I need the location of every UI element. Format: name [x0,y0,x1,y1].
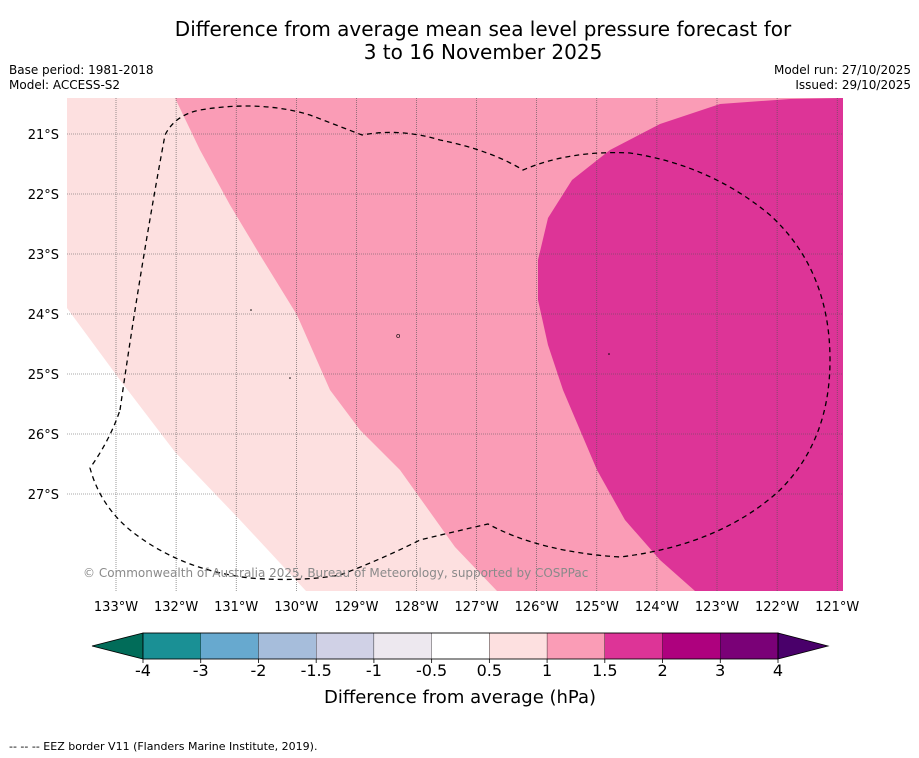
lon-label: 131°W [214,600,258,615]
base-period: Base period: 1981-2018 [9,63,154,77]
meta-left: Base period: 1981-2018 Model: ACCESS-S2 [9,63,154,93]
colorbar-tick-label: 1.5 [592,661,617,680]
meta-right: Model run: 27/10/2025 Issued: 29/10/2025 [774,63,911,93]
lat-label: 24°S [28,308,59,323]
colorbar-tick-label: 0.5 [477,661,502,680]
title-line-1: Difference from average mean sea level p… [174,17,792,41]
eez-border-line [89,105,831,581]
colorbar-segment [720,632,779,660]
issued-date: Issued: 29/10/2025 [795,78,911,92]
lon-label: 123°W [695,600,739,615]
lat-label: 26°S [28,428,59,443]
colorbar-segment [200,632,259,660]
lon-label: 125°W [575,600,619,615]
zone-neutral [67,308,306,591]
colorbar-segment [258,632,317,660]
island-dot-2 [289,377,291,379]
colorbar-tick-label: 4 [773,661,783,680]
lat-label: 21°S [28,128,59,143]
colorbar-tick-label: 1 [542,661,552,680]
colorbar-segment [489,632,548,660]
lat-label: 25°S [28,368,59,383]
lat-label: 27°S [28,488,59,503]
island-marker: o [396,332,400,340]
lon-label: 122°W [755,600,799,615]
lon-label: 130°W [274,600,318,615]
lon-label: 127°W [455,600,499,615]
colorbar-tick-label: 3 [715,661,725,680]
colorbar-tick-label: -4 [135,661,151,680]
title-line-2: 3 to 16 November 2025 [363,40,603,64]
model-run: Model run: 27/10/2025 [773,63,911,77]
island-dot-1 [250,309,252,311]
copyright-notice: © Commonwealth of Australia 2025, Bureau… [83,566,588,580]
colorbar-high-extend [777,632,830,660]
colorbar-title: Difference from average (hPa) [324,687,596,708]
map-area: o [67,98,843,591]
lon-label: 129°W [334,600,378,615]
colorbar-segment [546,632,605,660]
colorbar-segment [604,632,663,660]
latitude-labels: 21°S 22°S 23°S 24°S 25°S 26°S 27°S [28,128,59,503]
zone-1.5-to-2 [538,98,843,591]
colorbar-tick-label: -0.5 [416,661,447,680]
lon-label: 128°W [394,600,438,615]
lat-label: 22°S [28,188,59,203]
gridlines [67,98,843,591]
colorbar-outline [142,632,779,660]
lon-label: 133°W [94,600,138,615]
lon-label: 132°W [154,600,198,615]
colorbar-tick-label: -1 [366,661,382,680]
colorbar-segment [662,632,721,660]
colorbar: -4 -3 -2 -1.5 -1 -0.5 0.5 1 1.5 2 3 4 [91,632,830,680]
colorbar-segment [142,632,201,660]
colorbar-segment [316,632,375,660]
island-dot-3 [608,353,610,355]
longitude-labels: 133°W 132°W 131°W 130°W 129°W 128°W 127°W 126°W… [94,600,860,615]
chart-title: Difference from average mean sea level p… [0,18,919,64]
colorbar-tick-label: -3 [193,661,209,680]
colorbar-segment [431,632,490,660]
eez-footnote: -- -- -- EEZ border V11 (Flanders Marine… [9,740,318,753]
lon-label: 121°W [815,600,859,615]
lon-label: 126°W [515,600,559,615]
lat-label: 23°S [28,248,59,263]
colorbar-low-extend [91,632,144,660]
lon-label: 124°W [635,600,679,615]
colorbar-tick-label: -1.5 [301,661,332,680]
colorbar-tick-label: 2 [657,661,667,680]
model-name: Model: ACCESS-S2 [9,78,121,92]
colorbar-segment [373,632,432,660]
colorbar-tick-label: -2 [250,661,266,680]
